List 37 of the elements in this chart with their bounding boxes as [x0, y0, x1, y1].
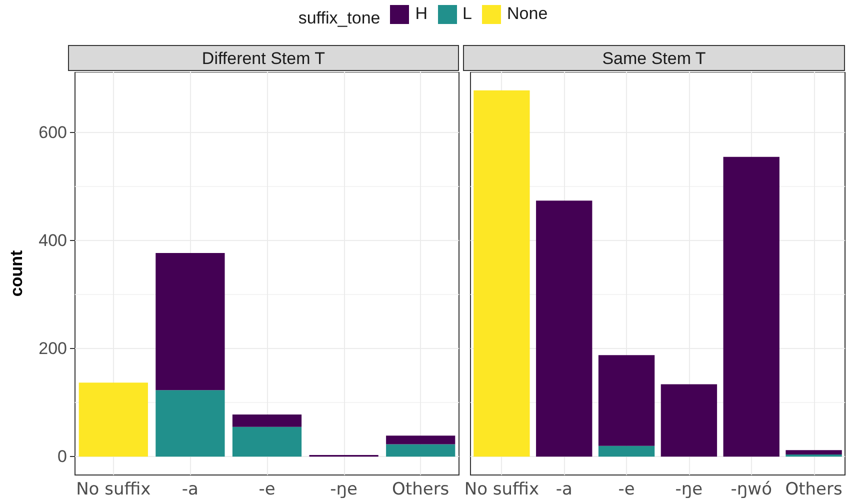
legend-label: L [462, 4, 472, 24]
x-tick-label: -ŋwó [730, 480, 772, 500]
bar [474, 90, 530, 457]
bar [598, 446, 655, 457]
x-tick-label: No suffix [76, 480, 151, 500]
bar [536, 200, 592, 457]
bar [386, 444, 456, 457]
bar [723, 156, 780, 457]
bar [660, 384, 718, 457]
bar [786, 450, 842, 454]
bar [78, 382, 148, 457]
y-axis-title: count [7, 250, 26, 297]
x-tick-label: Others [392, 480, 450, 500]
bar [598, 355, 655, 446]
legend-title: suffix_tone [298, 8, 380, 28]
bar [156, 252, 225, 390]
y-tick-label: 200 [38, 339, 67, 358]
bar [386, 436, 456, 444]
x-tick-label: -ŋe [330, 480, 358, 500]
legend-label: None [506, 4, 548, 24]
bar [232, 426, 302, 457]
bar [786, 454, 842, 457]
x-tick-label: -e [258, 480, 276, 500]
x-tick-label: No suffix [464, 480, 540, 500]
y-tick-label: 400 [38, 231, 67, 250]
chart-title: Same Stem T [463, 45, 845, 71]
legend-label: H [414, 4, 428, 24]
x-tick-label: -a [556, 480, 572, 500]
chart-title: Different Stem T [68, 45, 459, 71]
y-tick-label: 600 [38, 123, 67, 142]
x-tick-label: -ŋe [675, 480, 703, 500]
x-tick-label: -e [618, 480, 635, 500]
x-tick-label: Others [785, 480, 842, 500]
y-tick-label: 0 [58, 447, 67, 466]
bar [156, 390, 225, 457]
bar [232, 414, 302, 427]
x-tick-label: -a [182, 480, 198, 500]
